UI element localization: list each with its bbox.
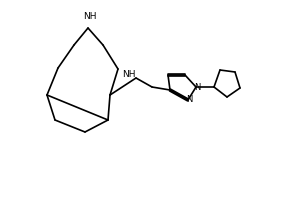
Text: N: N [186, 95, 192, 104]
Text: N: N [194, 84, 200, 92]
Text: NH: NH [122, 70, 136, 79]
Text: NH: NH [83, 12, 97, 21]
